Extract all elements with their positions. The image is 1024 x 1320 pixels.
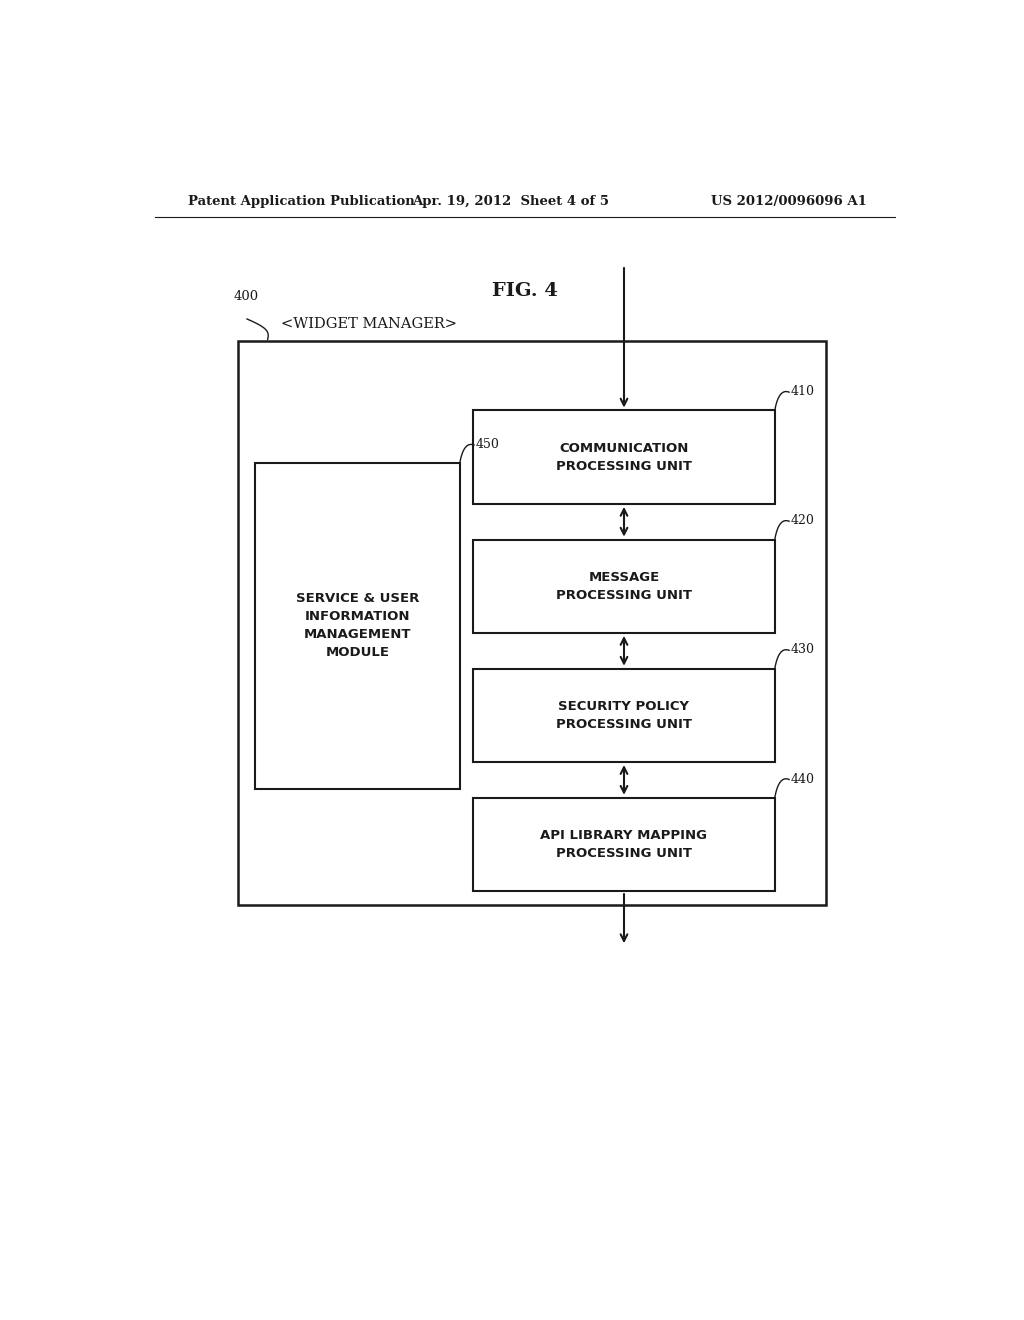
- Bar: [473, 669, 775, 762]
- Text: SECURITY POLICY
PROCESSING UNIT: SECURITY POLICY PROCESSING UNIT: [556, 700, 692, 731]
- Text: Patent Application Publication: Patent Application Publication: [188, 194, 415, 207]
- Text: MESSAGE
PROCESSING UNIT: MESSAGE PROCESSING UNIT: [556, 570, 692, 602]
- Text: <WIDGET MANAGER>: <WIDGET MANAGER>: [282, 317, 457, 331]
- Text: COMMUNICATION
PROCESSING UNIT: COMMUNICATION PROCESSING UNIT: [556, 442, 692, 473]
- Text: US 2012/0096096 A1: US 2012/0096096 A1: [712, 194, 867, 207]
- Text: 400: 400: [233, 289, 259, 302]
- Text: API LIBRARY MAPPING
PROCESSING UNIT: API LIBRARY MAPPING PROCESSING UNIT: [541, 829, 708, 859]
- Text: FIG. 4: FIG. 4: [492, 281, 558, 300]
- Bar: [473, 797, 775, 891]
- Text: 420: 420: [791, 515, 814, 528]
- Text: Apr. 19, 2012  Sheet 4 of 5: Apr. 19, 2012 Sheet 4 of 5: [412, 194, 609, 207]
- Bar: [473, 411, 775, 504]
- Bar: [473, 540, 775, 634]
- Text: 430: 430: [791, 643, 815, 656]
- Text: 410: 410: [791, 385, 815, 399]
- Text: 450: 450: [475, 438, 500, 451]
- Bar: [255, 463, 460, 788]
- Bar: [238, 342, 826, 906]
- Text: 440: 440: [791, 772, 815, 785]
- Text: SERVICE & USER
INFORMATION
MANAGEMENT
MODULE: SERVICE & USER INFORMATION MANAGEMENT MO…: [296, 593, 419, 660]
